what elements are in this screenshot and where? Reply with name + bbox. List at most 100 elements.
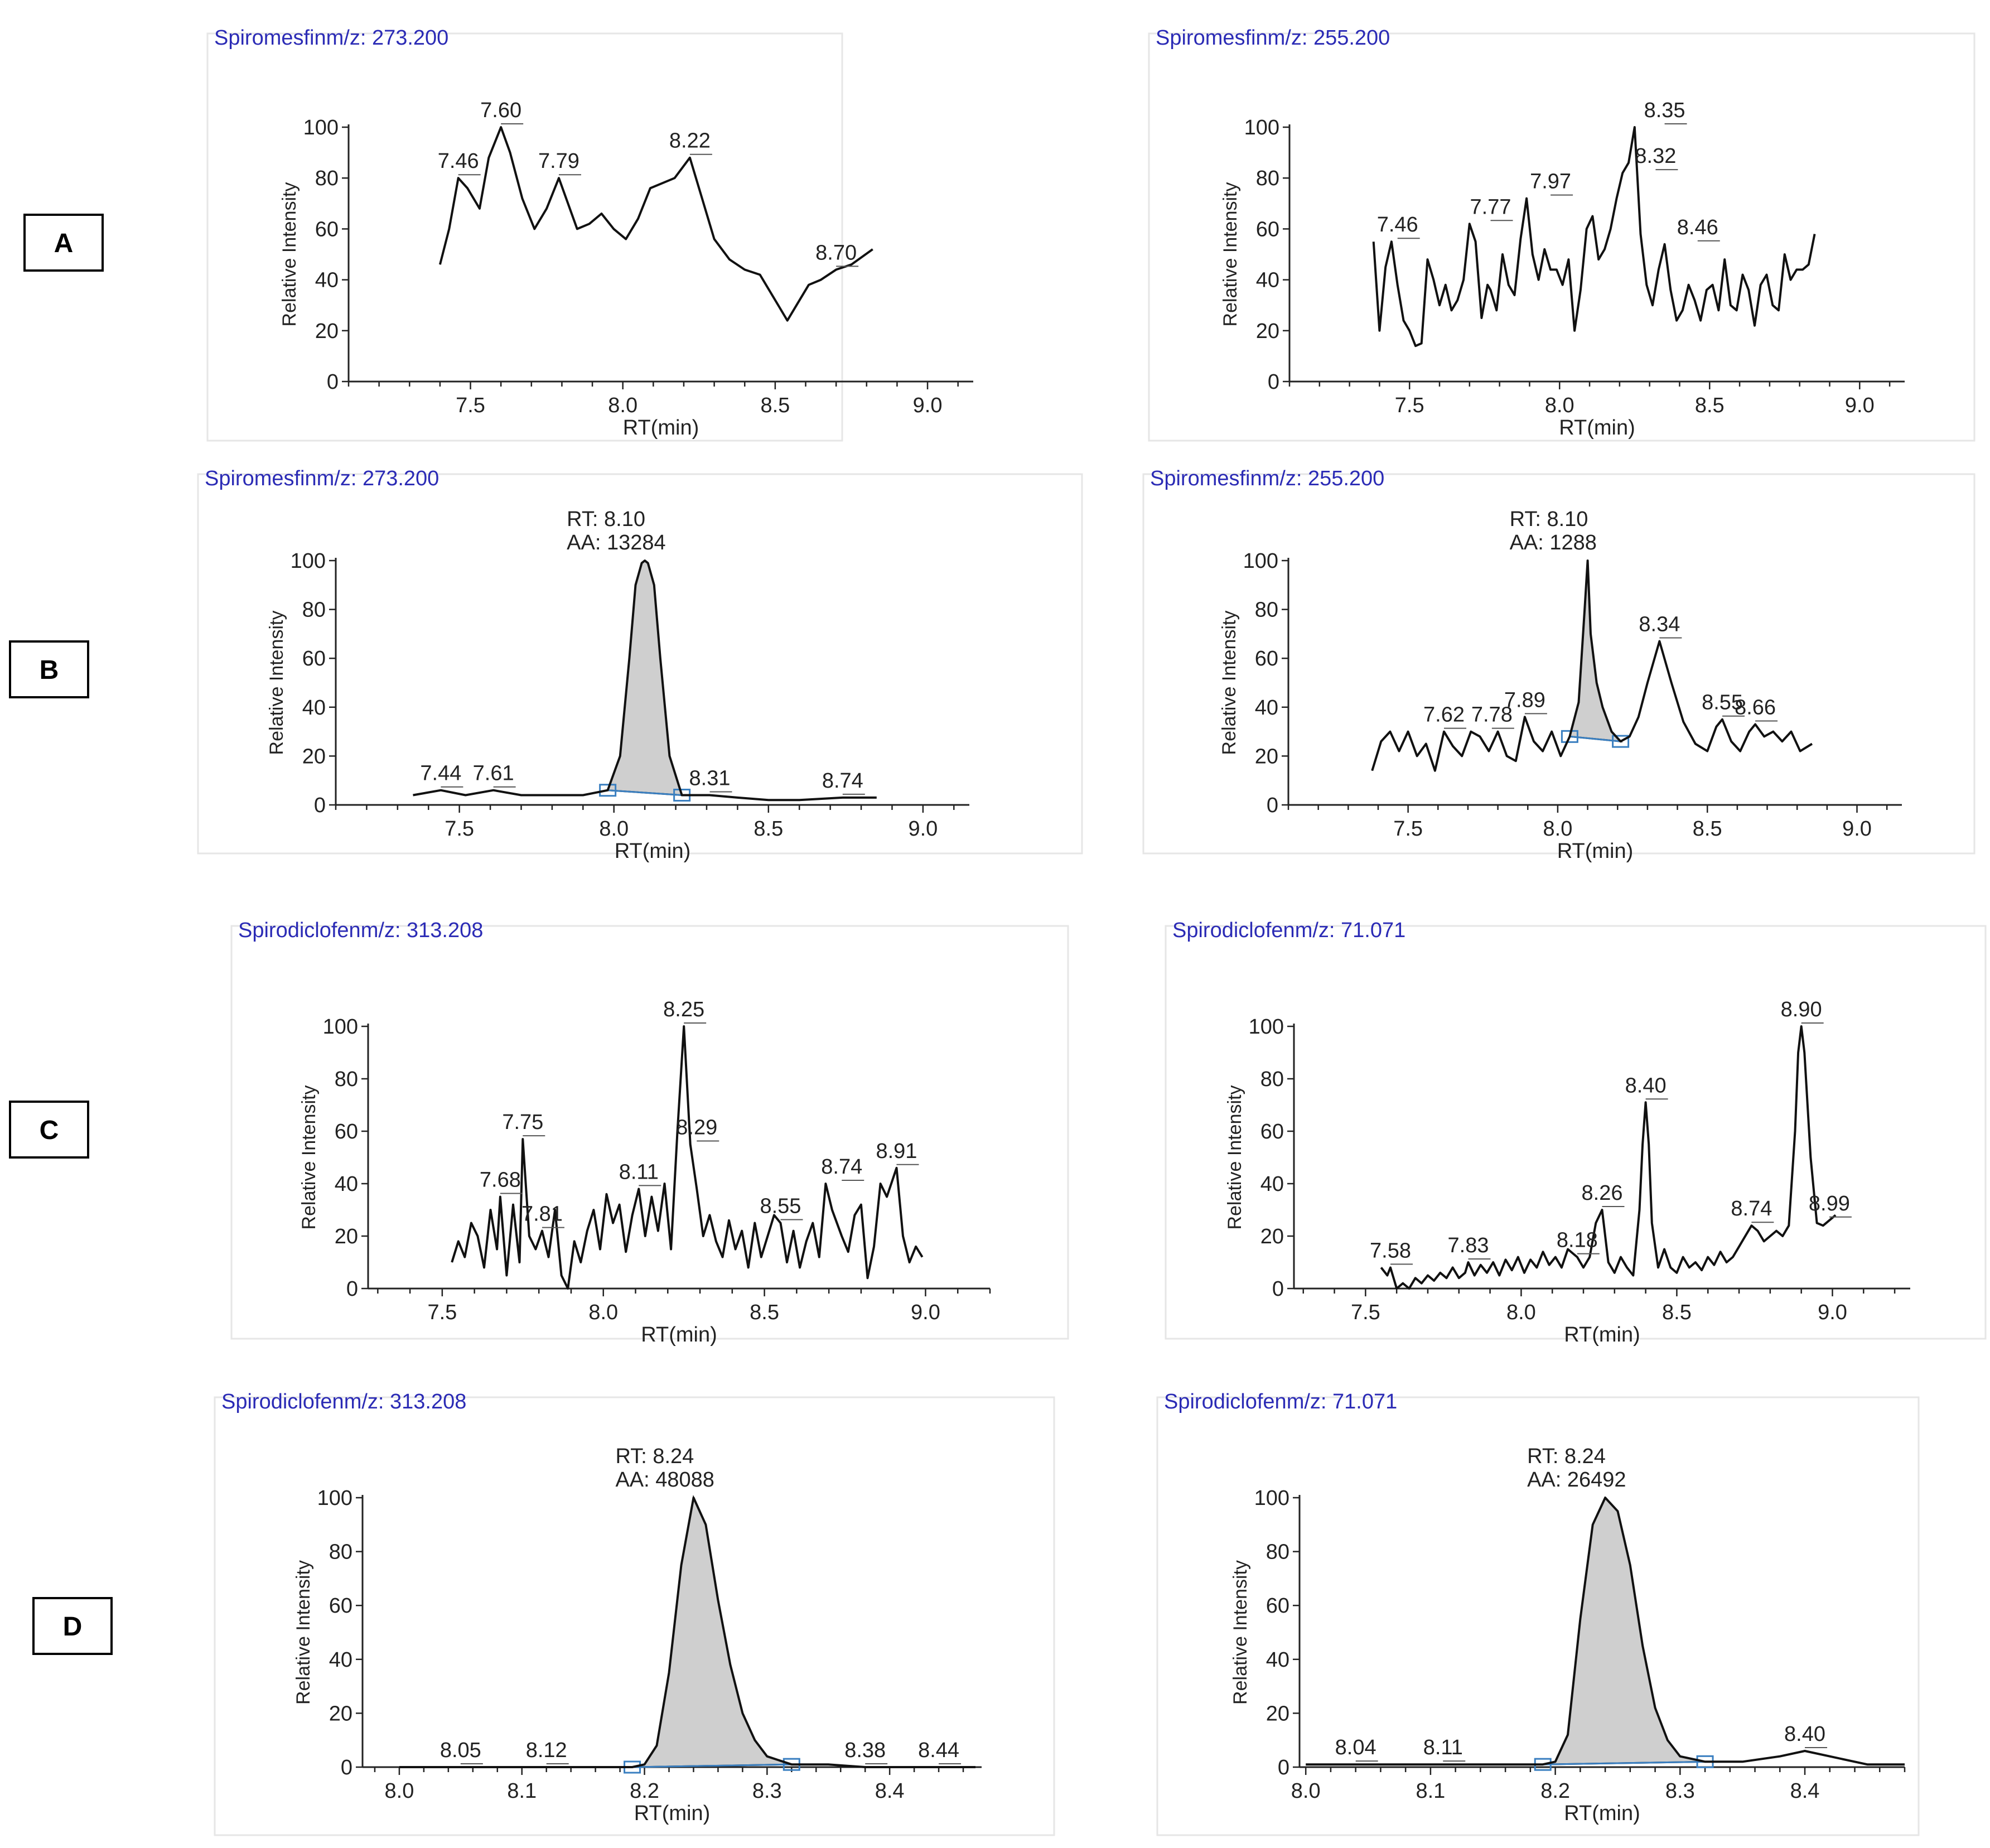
y-tick-label: 80: [1266, 1541, 1289, 1564]
y-tick-label: 20: [329, 1702, 352, 1725]
y-axis-title: Relative Intensity: [298, 1085, 320, 1230]
y-axis-title: Relative Intensity: [293, 1560, 314, 1705]
y-axis-title: Relative Intensity: [1219, 611, 1240, 755]
y-tick-label: 80: [315, 167, 339, 190]
x-tick-label: 9.0: [1818, 1301, 1847, 1324]
y-tick-label: 100: [323, 1015, 358, 1039]
x-tick-label: 7.5: [1395, 394, 1424, 417]
aa-annotation: AA: 13284: [567, 531, 665, 554]
y-tick-label: 20: [302, 745, 326, 768]
y-tick-label: 80: [302, 599, 326, 622]
y-tick-label: 100: [291, 549, 326, 573]
row-label-b-text: B: [40, 655, 59, 685]
peak-label: 7.79: [538, 149, 579, 173]
peak-label: 7.44: [420, 762, 461, 785]
x-tick-label: 9.0: [1842, 817, 1872, 841]
peak-label: 8.90: [1781, 998, 1822, 1021]
panel-title: Spiromesfinm/z: 273.200: [214, 26, 448, 50]
peak-label: 7.61: [473, 762, 514, 785]
y-tick-label: 40: [329, 1648, 352, 1672]
panel-title: Spirodiclofenm/z: 71.071: [1164, 1390, 1397, 1413]
peak-label: 8.04: [1335, 1736, 1376, 1759]
x-tick-label: 8.0: [1543, 817, 1573, 841]
peak-label: 8.55: [1702, 691, 1743, 715]
x-tick-label: 8.0: [1545, 394, 1574, 417]
peak-label: 8.38: [844, 1739, 886, 1762]
row-label-d-text: D: [63, 1612, 83, 1642]
panel-frame: [1142, 473, 1975, 855]
chart-panel: Spiromesfinm/z: 273.200 0 20 40 60 80 100 7.5 8.…: [197, 467, 1083, 863]
chart-panel: Spirodiclofenm/z: 71.071 0 20 40 60 80 100 8.0 8…: [1156, 1390, 1920, 1836]
x-tick-label: 8.5: [760, 394, 790, 417]
x-tick-label: 8.1: [1416, 1779, 1445, 1803]
baseline-start-marker: [1561, 730, 1578, 743]
y-tick-label: 80: [1255, 599, 1278, 622]
peak-label: 7.62: [1423, 703, 1465, 727]
chart-panel: Spirodiclofenm/z: 313.208 0 20 40 60 80 100 8.0…: [214, 1390, 1055, 1836]
x-tick-label: 7.5: [445, 817, 474, 841]
x-tick-label: 7.5: [1351, 1301, 1380, 1324]
peak-label: 7.89: [1504, 688, 1545, 712]
peak-label: 7.68: [480, 1169, 521, 1192]
y-tick-label: 60: [1256, 218, 1279, 241]
x-tick-label: 8.0: [599, 817, 629, 841]
y-tick-label: 20: [1256, 320, 1279, 343]
y-tick-label: 0: [314, 794, 326, 817]
rt-annotation: RT: 8.10: [567, 508, 645, 531]
peak-label: 8.12: [526, 1739, 567, 1762]
y-tick-label: 20: [1266, 1702, 1289, 1725]
y-tick-label: 60: [1255, 647, 1278, 670]
panel-title: Spiromesfinm/z: 255.200: [1150, 467, 1384, 490]
peak-label: 7.77: [1470, 195, 1511, 219]
peak-label: 8.05: [440, 1739, 481, 1762]
y-tick-label: 60: [1266, 1594, 1289, 1618]
y-tick-label: 20: [1255, 745, 1278, 768]
x-tick-label: 8.3: [752, 1779, 782, 1803]
panel-title: Spirodiclofenm/z: 313.208: [221, 1390, 466, 1413]
y-tick-label: 60: [315, 218, 339, 241]
y-tick-label: 20: [1260, 1225, 1284, 1248]
y-tick-label: 20: [335, 1225, 358, 1248]
peak-label: 8.74: [821, 1155, 862, 1179]
panel-frame: [206, 32, 843, 442]
y-axis-title: Relative Intensity: [1230, 1560, 1251, 1705]
y-axis-title: Relative Intensity: [266, 611, 287, 755]
x-tick-label: 8.2: [630, 1779, 659, 1803]
chromatogram-trace: [451, 1025, 924, 1290]
x-axis-title: RT(min): [615, 839, 691, 863]
y-tick-label: 0: [346, 1277, 358, 1301]
peak-label: 7.60: [480, 99, 521, 122]
y-tick-label: 100: [1254, 1487, 1289, 1510]
x-axis-title: RT(min): [1564, 1323, 1640, 1347]
row-label-c-text: C: [40, 1116, 59, 1145]
x-tick-label: 8.0: [588, 1301, 618, 1324]
peak-label: 7.97: [1530, 170, 1571, 194]
panel-title: Spiromesfinm/z: 255.200: [1156, 26, 1390, 50]
peak-label: 8.74: [822, 769, 863, 793]
x-axis-title: RT(min): [641, 1323, 717, 1347]
integration-baseline: [1543, 1760, 1706, 1765]
rt-annotation: RT: 8.24: [1527, 1445, 1606, 1468]
x-tick-label: 7.5: [456, 394, 485, 417]
x-tick-label: 8.5: [1693, 817, 1722, 841]
x-tick-label: 8.0: [385, 1779, 414, 1803]
x-tick-label: 7.5: [1393, 817, 1423, 841]
y-tick-label: 80: [335, 1068, 358, 1091]
y-tick-label: 0: [1268, 370, 1279, 394]
charts-layer: Spiromesfinm/z: 273.200 0 20 40 60 80 100 7.5 8.…: [197, 26, 1987, 1836]
peak-label: 7.46: [1377, 213, 1418, 237]
y-axis-title: Relative Intensity: [1220, 182, 1241, 327]
chart-panel: Spiromesfinm/z: 273.200 0 20 40 60 80 100 7.5 8.…: [206, 26, 973, 442]
x-tick-label: 9.0: [913, 394, 943, 417]
y-tick-label: 100: [303, 116, 339, 139]
chromatogram-trace: [438, 126, 873, 322]
x-tick-label: 9.0: [908, 817, 938, 841]
peak-label: 8.26: [1582, 1181, 1623, 1205]
x-tick-label: 9.0: [911, 1301, 940, 1324]
panel-frame: [1148, 32, 1975, 442]
peak-label: 7.75: [502, 1111, 543, 1134]
x-axis-title: RT(min): [1559, 416, 1635, 440]
peak-label: 8.46: [1677, 216, 1718, 239]
y-tick-label: 40: [302, 696, 326, 720]
y-tick-label: 60: [302, 647, 326, 670]
